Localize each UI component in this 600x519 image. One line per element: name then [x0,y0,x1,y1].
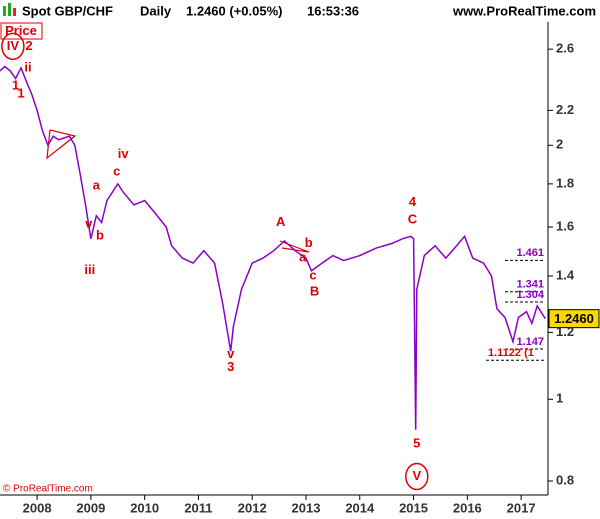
last-price-label: 1.2460 [554,311,594,326]
wave-label: c [309,267,316,282]
wave-label: 1 [17,86,24,101]
wave-label: B [310,283,319,298]
x-tick-label: 2009 [76,500,105,515]
y-tick-label: 1.6 [556,218,574,233]
wave-label: a [299,250,307,265]
x-tick-label: 2014 [345,500,375,515]
wave-label: A [276,214,286,229]
wave-circle [405,462,429,491]
wave-label: 5 [413,435,420,450]
y-tick-label: 2.2 [556,102,574,117]
header-bar [0,0,600,22]
wave-label: iii [84,262,95,277]
level-label: 1.304 [516,289,544,301]
wave-label: 1 [12,78,19,93]
period: Daily [140,3,172,18]
instrument: Spot GBP/CHF [22,3,113,18]
y-tick-label: 2 [556,137,563,152]
x-tick-label: 2010 [130,500,159,515]
y-tick-label: 1.8 [556,175,574,190]
copyright: © ProRealTime.com [3,484,93,495]
price-line [0,65,546,430]
wave-label: 3 [227,359,234,374]
wave-label: V [412,468,421,483]
wave-label: iv [118,146,130,161]
wave-label: IV [7,38,20,53]
wave-label: b [305,235,313,250]
y-tick-label: 1 [556,391,563,406]
wave-label: 2 [25,38,32,53]
quote: 1.2460 (+0.05%) [186,3,282,18]
wave-label: ii [24,59,31,74]
wave-label: b [96,228,104,243]
source: www.ProRealTime.com [452,3,596,18]
last-price-box [548,309,600,329]
time: 16:53:36 [307,3,359,18]
panel-label: Price [5,23,37,38]
wave-label: v [85,216,93,231]
wave-label: C [408,212,418,227]
level-label: 1.341 [516,279,544,291]
x-tick-label: 2015 [399,500,428,515]
y-tick-label: 2.6 [556,41,574,56]
level-label: 1.1122 (1 [488,347,534,359]
wave-label: 4 [409,194,417,209]
logo [3,3,16,16]
y-tick-label: 0.8 [556,472,574,487]
level-label: 1.461 [516,247,544,259]
x-tick-label: 2016 [453,500,482,515]
x-tick-label: 2012 [238,500,267,515]
wave-label: c [113,163,120,178]
wave-label: v [227,346,235,361]
x-tick-label: 2017 [507,500,536,515]
wave-circle [1,32,25,61]
wave-channels [46,129,310,253]
x-tick-label: 2013 [292,500,321,515]
x-tick-label: 2008 [23,500,52,515]
wave-label: a [93,177,101,192]
x-tick-label: 2011 [184,500,212,515]
level-label: 1.147 [516,336,544,348]
y-tick-label: 1.4 [556,267,575,282]
